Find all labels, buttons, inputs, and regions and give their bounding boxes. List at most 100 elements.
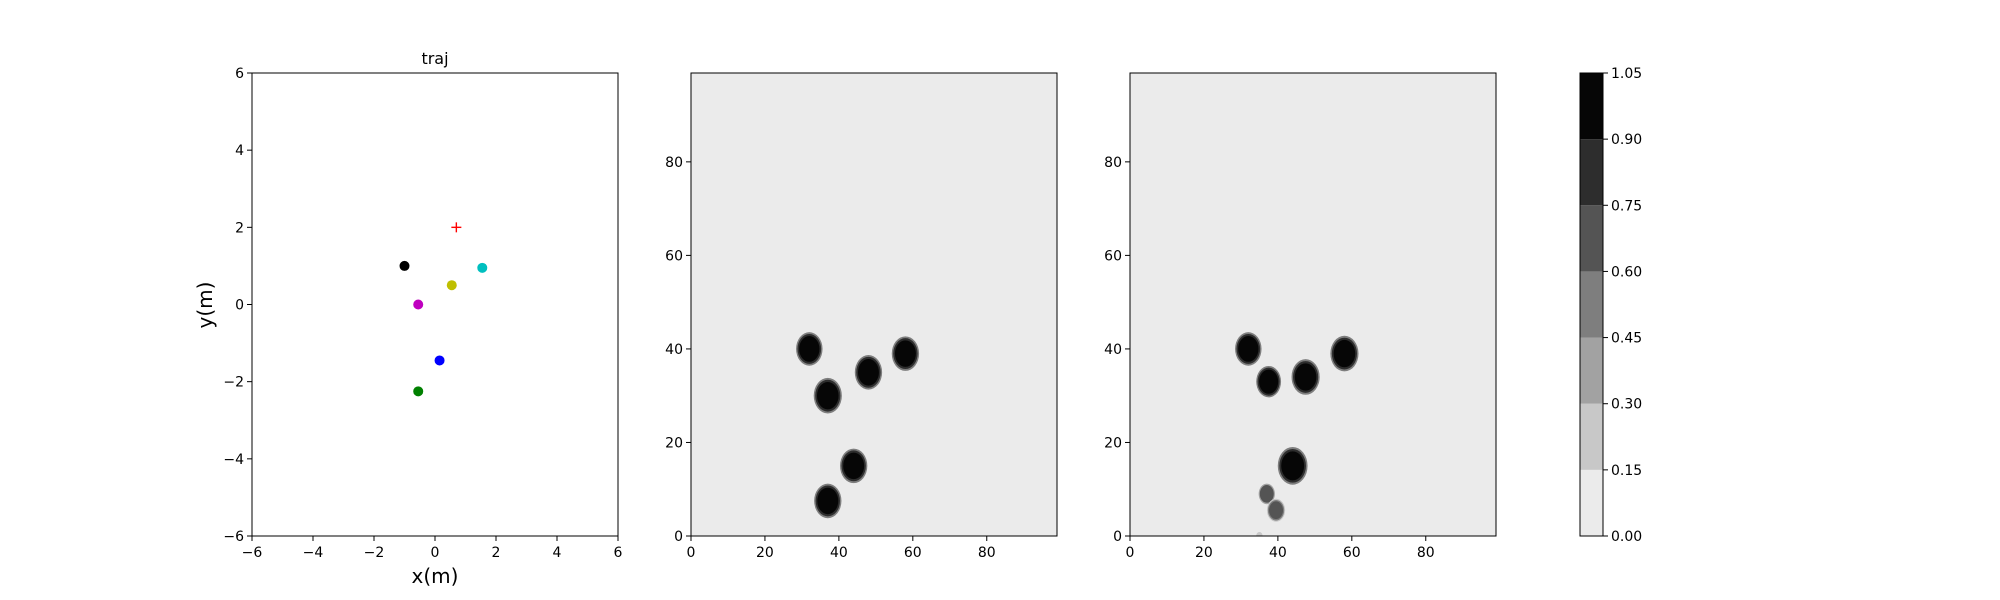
colorbar: 0.00 0.15 0.30 0.45 0.60 0.75 0.90 1.05	[1579, 66, 1642, 545]
trajectory-y-tick: 6	[235, 66, 252, 82]
trajectory-x-tick: 2	[492, 536, 501, 561]
heatmap-1-blob-6	[814, 483, 842, 519]
heatmap-1-blob-3	[854, 355, 883, 390]
svg-text:60: 60	[1343, 545, 1361, 561]
heatmap-2-blob-1	[1235, 332, 1262, 366]
heatmap-1-x-tick: 40	[830, 536, 848, 561]
svg-text:−6: −6	[242, 545, 263, 561]
trajectory-x-tick: −6	[242, 536, 263, 561]
trajectory-y-tick: −2	[223, 375, 252, 391]
heatmap-2-x-tick: 60	[1343, 536, 1361, 561]
svg-text:0.15: 0.15	[1611, 463, 1642, 479]
svg-text:80: 80	[1417, 545, 1435, 561]
heatmap-1-x-tick: 60	[904, 536, 922, 561]
heatmap-2-blob-7	[1266, 498, 1286, 522]
heatmap-panel-1: 0 20 40 60 80 0 20 40 60 80	[665, 72, 1058, 561]
svg-text:60: 60	[665, 248, 683, 264]
heatmap-2-blob-3	[1291, 359, 1320, 395]
trajectory-point-6	[413, 386, 424, 397]
svg-text:60: 60	[904, 545, 922, 561]
heatmap-2-y-tick: 40	[1104, 342, 1130, 358]
heatmap-1-blob-2	[813, 377, 842, 414]
svg-text:2: 2	[492, 545, 501, 561]
svg-text:20: 20	[1195, 545, 1213, 561]
colorbar-band-6	[1580, 139, 1603, 206]
trajectory-point-1	[399, 260, 410, 271]
heatmap-1-y-tick: 20	[665, 435, 691, 451]
trajectory-y-tick: 2	[235, 220, 252, 236]
svg-text:0.75: 0.75	[1611, 198, 1642, 214]
heatmap-2-x-ticks: 0 20 40 60 80	[1126, 536, 1435, 561]
colorbar-tick: 0.45	[1603, 331, 1642, 347]
colorbar-tick: 0.90	[1603, 132, 1642, 148]
trajectory-x-tick: −2	[364, 536, 385, 561]
svg-text:0: 0	[1113, 529, 1122, 545]
svg-text:20: 20	[1104, 435, 1122, 451]
svg-text:0: 0	[1126, 545, 1135, 561]
trajectory-x-ticks: −6 −4 −2 0 2 4 6	[242, 536, 623, 561]
trajectory-y-tick: 4	[235, 143, 252, 159]
heatmap-2-blob-8	[1255, 530, 1264, 536]
trajectory-point-5	[434, 355, 445, 366]
heatmap-2-blob-4	[1330, 335, 1359, 372]
svg-text:0.90: 0.90	[1611, 132, 1642, 148]
trajectory-point-2	[413, 299, 424, 310]
svg-text:0: 0	[431, 545, 440, 561]
heatmap-1-y-tick: 60	[665, 248, 691, 264]
colorbar-bands	[1579, 72, 1604, 537]
trajectory-goal-marker	[451, 222, 462, 233]
trajectory-y-axis-label: y(m)	[193, 282, 217, 329]
svg-text:40: 40	[665, 342, 683, 358]
trajectory-point-3	[446, 280, 457, 291]
svg-text:40: 40	[1269, 545, 1287, 561]
svg-text:20: 20	[665, 435, 683, 451]
colorbar-band-4	[1580, 271, 1603, 338]
svg-text:2: 2	[235, 220, 244, 236]
svg-text:−2: −2	[223, 375, 244, 391]
heatmap-panel-2: 0 20 40 60 80 0 20 40 60 80	[1104, 72, 1497, 561]
heatmap-2-x-tick: 0	[1126, 536, 1135, 561]
svg-text:80: 80	[978, 545, 996, 561]
heatmap-1-blob-1	[796, 332, 823, 366]
heatmap-2-y-tick: 80	[1104, 155, 1130, 171]
heatmap-2-y-tick: 20	[1104, 435, 1130, 451]
svg-text:0: 0	[674, 529, 683, 545]
heatmap-2-x-tick: 80	[1417, 536, 1435, 561]
svg-text:1.05: 1.05	[1611, 66, 1642, 82]
trajectory-x-tick: −4	[303, 536, 323, 561]
svg-text:4: 4	[235, 143, 244, 159]
svg-text:0.60: 0.60	[1611, 264, 1642, 280]
svg-text:−2: −2	[364, 545, 385, 561]
trajectory-x-tick: 0	[431, 536, 440, 561]
heatmap-2-background	[1130, 73, 1496, 536]
svg-text:0.45: 0.45	[1611, 331, 1642, 347]
heatmap-1-y-tick: 80	[665, 155, 691, 171]
heatmap-2-y-ticks: 0 20 40 60 80	[1104, 155, 1130, 545]
heatmap-1-x-tick: 0	[687, 536, 696, 561]
colorbar-band-2	[1580, 403, 1603, 470]
svg-text:40: 40	[830, 545, 848, 561]
heatmap-1-x-tick: 80	[978, 536, 996, 561]
svg-text:4: 4	[553, 545, 562, 561]
heatmap-2-frame	[1129, 72, 1497, 537]
colorbar-tick: 0.15	[1603, 463, 1642, 479]
trajectory-y-tick: 0	[235, 298, 252, 314]
colorbar-tick: 0.00	[1603, 529, 1642, 545]
heatmap-2-blob-2	[1256, 365, 1282, 398]
svg-text:60: 60	[1104, 248, 1122, 264]
trajectory-panel: −6 −4 −2 0 2 4 6 −6 −4 −2 0 2 4 6 traj x(m) y(m)	[193, 49, 623, 588]
colorbar-tick: 1.05	[1603, 66, 1642, 82]
svg-text:0: 0	[235, 298, 244, 314]
svg-text:6: 6	[235, 66, 244, 82]
trajectory-title: traj	[421, 49, 448, 68]
colorbar-band-5	[1580, 205, 1603, 272]
heatmap-2-blob-5	[1277, 446, 1308, 485]
svg-text:−6: −6	[223, 529, 244, 545]
svg-text:0.30: 0.30	[1611, 397, 1642, 413]
trajectory-y-tick: −6	[223, 529, 252, 545]
svg-text:0: 0	[687, 545, 696, 561]
trajectory-x-tick: 4	[553, 536, 562, 561]
colorbar-tick: 0.60	[1603, 264, 1642, 280]
heatmap-2-y-tick: 60	[1104, 248, 1130, 264]
colorbar-tick: 0.30	[1603, 397, 1642, 413]
